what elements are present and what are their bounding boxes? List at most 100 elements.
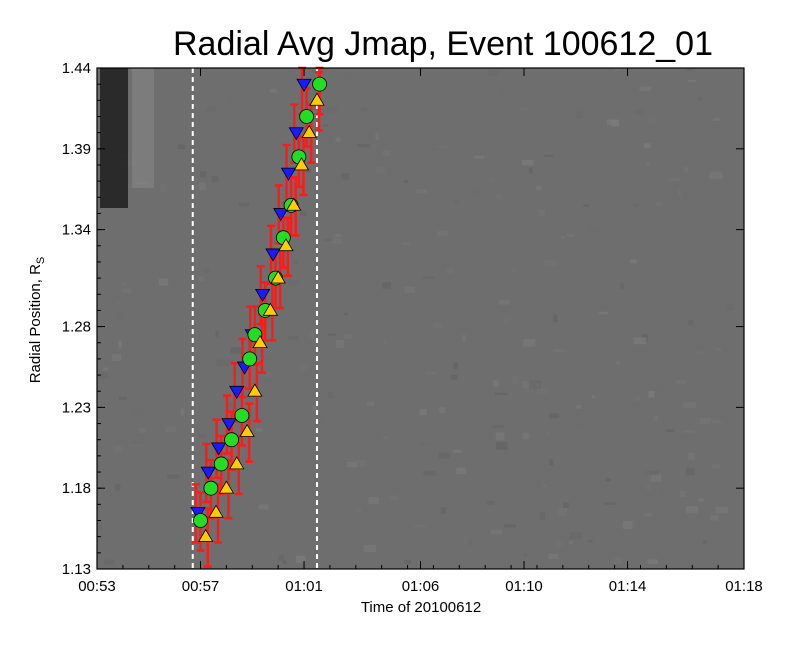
jmap-texture-patch bbox=[266, 356, 276, 362]
jmap-texture-patch bbox=[462, 334, 466, 342]
jmap-texture-patch bbox=[468, 538, 472, 546]
jmap-texture-patch bbox=[544, 260, 558, 267]
data-point-circle bbox=[224, 432, 239, 448]
jmap-texture-patch bbox=[327, 333, 337, 336]
jmap-texture-patch bbox=[613, 557, 623, 564]
jmap-texture-patch bbox=[646, 485, 651, 491]
jmap-texture-patch bbox=[521, 160, 534, 166]
jmap-texture-patch bbox=[118, 341, 122, 349]
jmap-texture-patch bbox=[247, 394, 252, 402]
jmap-texture-patch bbox=[561, 236, 565, 239]
data-point-triangle-up bbox=[293, 157, 310, 171]
jmap-texture-patch bbox=[355, 507, 363, 513]
jmap-texture-patch bbox=[522, 432, 530, 440]
jmap-texture-patch bbox=[341, 173, 350, 180]
jmap-texture-patch bbox=[545, 431, 550, 434]
jmap-texture-patch bbox=[658, 490, 666, 498]
jmap-texture-patch bbox=[523, 339, 536, 347]
data-point-triangle-up bbox=[229, 456, 245, 470]
jmap-texture-patch bbox=[439, 407, 446, 414]
jmap-dark-streak bbox=[100, 68, 128, 208]
x-tick-label: 01:14 bbox=[609, 578, 647, 595]
jmap-texture-patch bbox=[346, 461, 357, 468]
jmap-texture-patch bbox=[488, 179, 495, 183]
x-tick-label: 00:53 bbox=[78, 578, 116, 595]
jmap-texture-patch bbox=[259, 371, 273, 378]
jmap-texture-patch bbox=[575, 111, 583, 119]
jmap-texture-patch bbox=[257, 358, 264, 363]
jmap-texture-patch bbox=[614, 68, 622, 72]
jmap-texture-patch bbox=[591, 395, 595, 399]
jmap-texture-patch bbox=[634, 110, 644, 115]
jmap-texture-patch bbox=[644, 512, 653, 517]
data-point-triangle-down bbox=[296, 78, 312, 92]
jmap-texture-patch bbox=[299, 211, 307, 217]
jmap-texture-patch bbox=[116, 300, 121, 305]
data-point-triangle-up bbox=[208, 504, 224, 518]
jmap-texture-patch bbox=[103, 367, 108, 371]
jmap-texture-patch bbox=[282, 560, 287, 565]
jmap-texture-patch bbox=[630, 259, 637, 264]
jmap-texture-patch bbox=[469, 187, 479, 195]
jmap-texture-patch bbox=[511, 376, 518, 384]
jmap-texture-patch bbox=[341, 457, 355, 461]
jmap-texture-patch bbox=[529, 167, 533, 174]
jmap-texture-patch bbox=[697, 97, 703, 102]
jmap-texture-patch bbox=[521, 294, 528, 298]
jmap-texture-patch bbox=[334, 234, 342, 237]
data-point-triangle-down bbox=[273, 208, 289, 222]
jmap-texture-patch bbox=[587, 225, 600, 233]
jmap-texture-patch bbox=[569, 531, 583, 540]
jmap-texture-patch bbox=[368, 496, 379, 505]
jmap-texture-patch bbox=[542, 484, 546, 487]
jmap-texture-patch bbox=[728, 284, 742, 293]
jmap-texture-patch bbox=[557, 508, 567, 516]
jmap-texture-patch bbox=[553, 314, 558, 323]
jmap-texture-patch bbox=[375, 132, 379, 140]
jmap-texture-patch bbox=[715, 506, 728, 514]
jmap-texture-patch bbox=[230, 347, 242, 354]
jmap-texture-patch bbox=[655, 201, 663, 207]
data-point-circle bbox=[299, 109, 315, 124]
y-axis-label-subscript: S bbox=[35, 257, 47, 264]
jmap-texture-patch bbox=[710, 515, 719, 521]
jmap-texture-patch bbox=[198, 182, 206, 191]
x-tick-label: 00:57 bbox=[182, 578, 220, 595]
jmap-texture-patch bbox=[202, 268, 210, 274]
jmap-texture-patch bbox=[287, 280, 300, 286]
plot-area bbox=[96, 66, 745, 570]
data-point-triangle-down bbox=[265, 248, 281, 262]
jmap-texture-patch bbox=[645, 470, 653, 475]
jmap-texture-patch bbox=[686, 505, 698, 514]
y-tick-label: 1.44 bbox=[62, 60, 91, 77]
jmap-texture-patch bbox=[98, 373, 109, 379]
jmap-texture-patch bbox=[502, 317, 511, 324]
data-point-circle bbox=[234, 408, 250, 423]
jmap-texture-patch bbox=[299, 365, 309, 371]
jmap-texture-patch bbox=[716, 347, 722, 352]
data-point-triangle-up bbox=[301, 124, 317, 138]
jmap-texture-patch bbox=[360, 107, 367, 112]
jmap-texture-patch bbox=[183, 125, 187, 130]
jmap-texture-patch bbox=[583, 204, 589, 207]
jmap-texture-patch bbox=[221, 358, 234, 365]
jmap-texture-patch bbox=[539, 512, 545, 521]
jmap-texture-patch bbox=[495, 432, 505, 441]
jmap-texture-patch bbox=[368, 218, 379, 222]
jmap-texture-patch bbox=[677, 188, 682, 197]
jmap-texture-patch bbox=[698, 498, 704, 502]
data-point-triangle-up bbox=[197, 528, 214, 542]
jmap-texture-patch bbox=[668, 126, 672, 135]
jmap-texture-patch bbox=[363, 544, 377, 553]
jmap-texture-patch bbox=[605, 478, 611, 482]
jmap-texture-patch bbox=[367, 401, 374, 406]
jmap-texture-patch bbox=[228, 95, 232, 103]
jmap-texture-patch bbox=[598, 311, 609, 315]
jmap-texture-patch bbox=[495, 392, 508, 395]
jmap-texture-patch bbox=[492, 425, 504, 429]
jmap-texture-patch bbox=[425, 372, 436, 375]
jmap-texture-patch bbox=[238, 202, 250, 207]
jmap-texture-patch bbox=[191, 258, 197, 262]
jmap-texture-patch bbox=[402, 242, 410, 245]
jmap-texture-patch bbox=[549, 413, 560, 419]
